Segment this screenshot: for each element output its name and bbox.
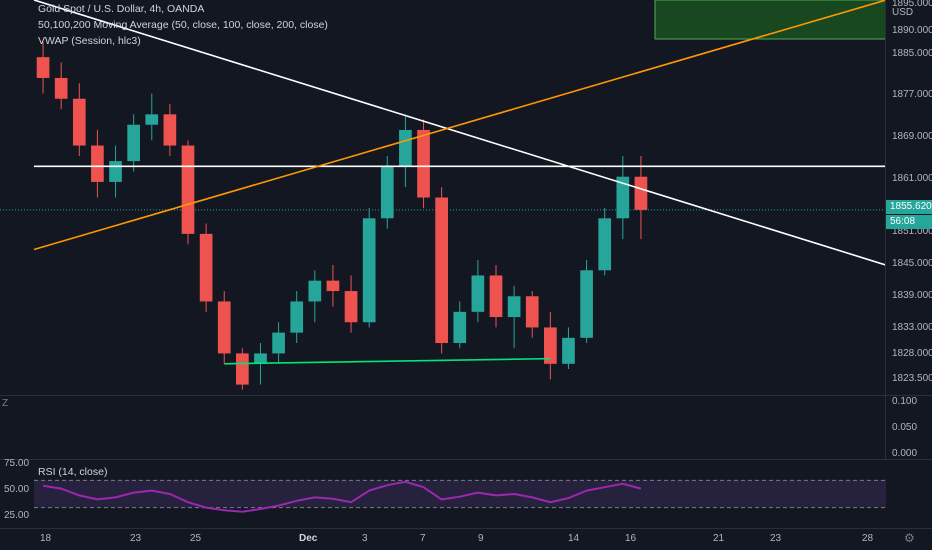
pane-separator[interactable] <box>0 459 932 460</box>
candle-body <box>145 114 159 125</box>
candle-body <box>562 337 575 364</box>
time-label: 21 <box>713 533 725 544</box>
go-to-start-button[interactable]: Z <box>2 398 9 409</box>
candle-body <box>471 275 485 312</box>
price-chart[interactable] <box>0 0 886 395</box>
candle-body <box>217 301 231 354</box>
candle-body <box>399 129 412 167</box>
time-label: 25 <box>190 533 202 544</box>
pane-separator[interactable] <box>0 395 932 396</box>
rsi-label: 50.00 <box>4 484 30 495</box>
candle-body <box>507 296 521 318</box>
indicator-label: 0.100 <box>892 396 918 407</box>
price-axis[interactable]: 1895.000 USD 1890.000 1885.000 1877.000 … <box>885 0 932 395</box>
candle-body <box>72 98 86 146</box>
price-label: 1869.000 <box>892 131 932 142</box>
price-label: 1839.000 <box>892 290 932 301</box>
time-label: 7 <box>420 533 426 544</box>
trendline <box>33 0 886 266</box>
candle-body <box>380 166 394 219</box>
candle-body <box>290 301 304 333</box>
candle-body <box>109 161 122 182</box>
ma-legend[interactable]: 50,100,200 Moving Average (50, close, 10… <box>38 19 328 31</box>
time-label: 9 <box>478 533 484 544</box>
candle-body <box>236 353 249 385</box>
target-zone <box>654 0 886 40</box>
price-label: 1890.000 <box>892 25 932 36</box>
candle-body <box>163 114 177 146</box>
indicator-axis[interactable]: 0.100 0.050 0.000 <box>885 396 932 459</box>
rsi-legend[interactable]: RSI (14, close) <box>38 466 108 478</box>
trendline <box>224 357 551 365</box>
rsi-chart[interactable] <box>0 460 886 528</box>
candle-body <box>580 270 593 338</box>
last-price-tag: 1855.620 <box>886 200 932 214</box>
candle-body <box>362 218 376 323</box>
rsi-label: 25.00 <box>4 510 30 521</box>
rsi-line <box>42 480 642 513</box>
candle-body <box>598 218 612 271</box>
price-label: 1895.000 <box>892 0 932 9</box>
candle-body <box>634 176 648 210</box>
currency-label: USD <box>892 7 914 18</box>
trendline <box>33 0 886 251</box>
candle-body <box>36 57 50 78</box>
rsi-label: 75.00 <box>4 458 30 469</box>
time-label: 23 <box>770 533 782 544</box>
pane-separator <box>0 528 932 529</box>
time-label: 18 <box>40 533 52 544</box>
candle-body <box>54 77 68 99</box>
symbol-legend[interactable]: Gold Spot / U.S. Dollar, 4h, OANDA <box>38 3 205 15</box>
price-label: 1861.000 <box>892 173 932 184</box>
candle-body <box>127 124 140 162</box>
rsi-axis[interactable]: 75.00 50.00 25.00 <box>0 458 34 528</box>
time-label: 3 <box>362 533 368 544</box>
candle-body <box>525 296 539 328</box>
indicator-pane <box>0 396 886 459</box>
candle-body <box>199 233 213 302</box>
time-label: 28 <box>862 533 874 544</box>
indicator-label: 0.050 <box>892 422 918 433</box>
candle-body <box>344 291 358 323</box>
candle-body <box>616 176 630 219</box>
settings-icon[interactable]: ⚙ <box>904 531 915 545</box>
price-label: 1823.500 <box>892 373 932 384</box>
rsi-band <box>34 480 886 508</box>
candle-body <box>435 197 448 344</box>
price-label: 1851.000 <box>892 226 932 237</box>
price-label: 1885.000 <box>892 48 932 59</box>
time-label: 14 <box>568 533 580 544</box>
price-label: 1833.000 <box>892 322 932 333</box>
price-label: 1877.000 <box>892 89 932 100</box>
candle-body <box>254 353 267 364</box>
vwap-legend[interactable]: VWAP (Session, hlc3) <box>38 35 141 47</box>
candle-body <box>181 145 195 234</box>
time-label: 16 <box>625 533 637 544</box>
candle-body <box>453 311 467 344</box>
time-label: Dec <box>299 533 318 544</box>
price-chart-pane[interactable] <box>0 0 886 395</box>
candle-body <box>308 280 322 302</box>
candle-body <box>489 275 503 318</box>
price-label: 1828.000 <box>892 348 932 359</box>
candle-body <box>417 129 430 198</box>
countdown-tag: 56:08 <box>886 215 932 229</box>
indicator-label: 0.000 <box>892 448 918 459</box>
candle-body <box>272 332 285 354</box>
time-label: 23 <box>130 533 142 544</box>
candle-body <box>544 327 557 364</box>
price-label: 1845.000 <box>892 258 932 269</box>
candle-body <box>326 280 340 292</box>
candle-body <box>91 145 104 182</box>
rsi-pane[interactable] <box>0 460 886 528</box>
